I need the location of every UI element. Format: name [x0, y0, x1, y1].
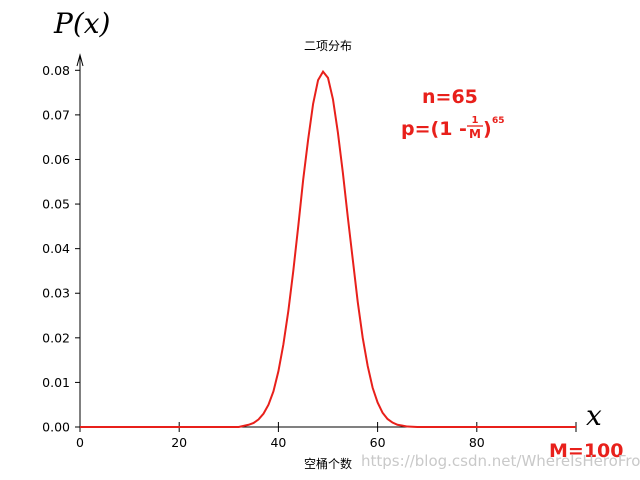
y-tick-label: 0.03: [42, 286, 70, 301]
annotation-p-fraction-numerator: 1: [472, 115, 479, 126]
annotation-p: p=(1 - 1 M ) 65: [401, 115, 505, 141]
x-tick-label: 20: [171, 435, 187, 450]
annotation-p-prefix: p=(1 -: [401, 118, 467, 140]
x-tick-label: 0: [76, 435, 84, 450]
y-tick-label: 0.00: [42, 420, 70, 435]
y-axis-symbol: P(x): [53, 7, 110, 40]
annotation-p-exponent: 65: [492, 116, 505, 126]
x-tick-label: 60: [370, 435, 386, 450]
annotation-n: n=65: [422, 86, 478, 108]
ticks: 0 20 40 60 80 0.00 0.01 0.02 0.03 0.04 0.05 0.06 0.0…: [42, 63, 485, 450]
annotation-p-fraction-denominator: M: [469, 127, 481, 141]
x-tick-label: 40: [270, 435, 286, 450]
series-line: [80, 69, 576, 428]
annotation-p-suffix: ): [483, 118, 492, 140]
y-tick-label: 0.05: [42, 197, 70, 212]
y-tick-label: 0.02: [42, 330, 70, 345]
y-tick-label: 0.01: [42, 375, 70, 390]
y-tick-label: 0.04: [42, 241, 70, 256]
series-group: [80, 69, 576, 428]
y-axis-arrow: [76, 53, 84, 67]
y-tick-label: 0.06: [42, 152, 70, 167]
x-tick-label: 80: [469, 435, 485, 450]
x-axis-symbol: x: [586, 399, 602, 432]
chart-title: 二项分布: [304, 39, 352, 53]
annotation-m: M=100: [549, 440, 624, 462]
y-tick-label: 0.08: [42, 63, 70, 78]
watermark: https://blog.csdn.net/WhereIsHeroFrom: [361, 452, 640, 470]
y-tick-label: 0.07: [42, 107, 70, 122]
x-axis-label: 空桶个数: [304, 456, 352, 471]
